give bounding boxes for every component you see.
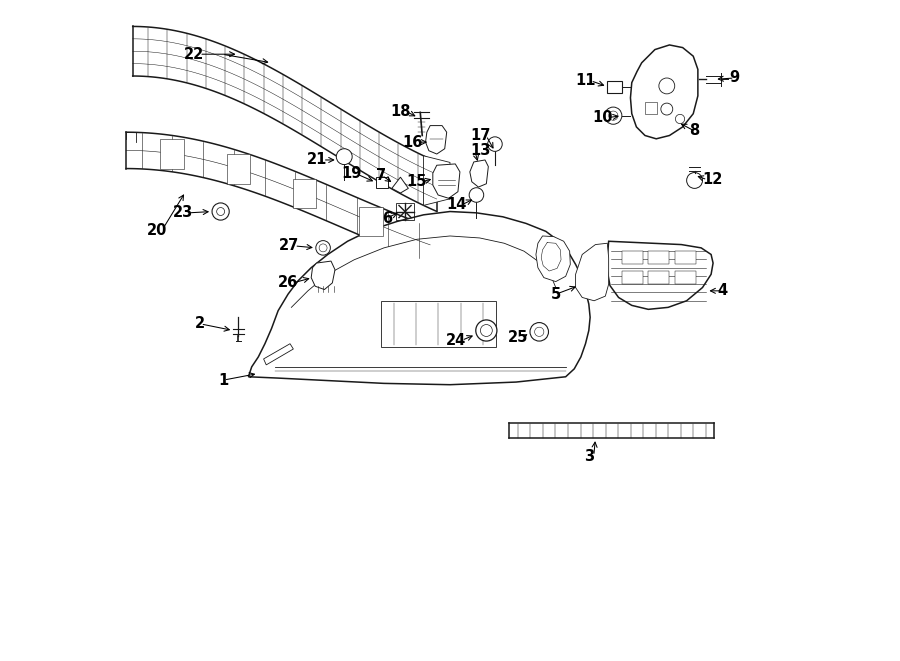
- Bar: [160, 139, 184, 169]
- Text: 17: 17: [471, 128, 491, 143]
- Circle shape: [217, 208, 225, 215]
- Text: 3: 3: [584, 449, 594, 463]
- Text: 13: 13: [470, 143, 490, 158]
- Text: 15: 15: [407, 175, 427, 189]
- Text: 2: 2: [195, 317, 205, 331]
- Circle shape: [337, 149, 352, 165]
- Polygon shape: [248, 212, 590, 385]
- Text: 26: 26: [278, 276, 298, 290]
- Text: 14: 14: [446, 198, 466, 212]
- Bar: [292, 178, 317, 208]
- Circle shape: [675, 114, 685, 124]
- Circle shape: [476, 320, 497, 341]
- Bar: [397, 203, 414, 220]
- Polygon shape: [392, 177, 409, 193]
- Text: 4: 4: [717, 284, 728, 298]
- Text: 25: 25: [508, 330, 528, 344]
- Bar: [381, 301, 496, 347]
- Text: 5: 5: [551, 287, 561, 301]
- Polygon shape: [433, 164, 460, 198]
- Text: 8: 8: [689, 124, 699, 138]
- Text: 22: 22: [184, 47, 204, 61]
- Text: 23: 23: [174, 206, 194, 220]
- Bar: [648, 251, 670, 264]
- Polygon shape: [424, 156, 450, 206]
- Polygon shape: [608, 241, 713, 309]
- Polygon shape: [631, 45, 698, 139]
- Bar: [675, 271, 696, 284]
- Bar: [608, 81, 622, 93]
- Circle shape: [488, 137, 502, 151]
- Circle shape: [605, 107, 622, 124]
- Circle shape: [535, 327, 544, 336]
- Bar: [645, 102, 657, 114]
- Text: 6: 6: [382, 211, 392, 225]
- Polygon shape: [311, 261, 335, 290]
- Text: 11: 11: [575, 73, 596, 88]
- Circle shape: [212, 203, 230, 220]
- Text: 7: 7: [376, 168, 386, 182]
- Text: 19: 19: [341, 167, 362, 181]
- Bar: [622, 271, 643, 284]
- Circle shape: [481, 325, 492, 336]
- Text: 10: 10: [592, 110, 613, 125]
- Text: 20: 20: [147, 223, 167, 237]
- Text: 16: 16: [402, 135, 422, 149]
- Bar: [376, 177, 388, 188]
- Circle shape: [320, 244, 327, 252]
- Polygon shape: [536, 236, 571, 282]
- Polygon shape: [426, 126, 446, 154]
- Bar: [675, 251, 696, 264]
- Text: 12: 12: [703, 173, 723, 187]
- Circle shape: [316, 241, 330, 255]
- Bar: [648, 271, 670, 284]
- Circle shape: [469, 188, 483, 202]
- Circle shape: [608, 111, 618, 120]
- Polygon shape: [264, 344, 293, 365]
- Text: 24: 24: [446, 333, 466, 348]
- Polygon shape: [576, 243, 608, 301]
- Polygon shape: [470, 160, 489, 187]
- Bar: [359, 207, 382, 237]
- Text: 21: 21: [307, 153, 328, 167]
- Circle shape: [530, 323, 548, 341]
- Circle shape: [659, 78, 675, 94]
- Bar: [227, 154, 250, 184]
- Text: 27: 27: [279, 239, 300, 253]
- Text: 9: 9: [730, 71, 740, 85]
- Bar: [622, 251, 643, 264]
- Text: 1: 1: [219, 373, 229, 387]
- Circle shape: [661, 103, 673, 115]
- Text: 18: 18: [390, 104, 410, 118]
- Circle shape: [687, 173, 703, 188]
